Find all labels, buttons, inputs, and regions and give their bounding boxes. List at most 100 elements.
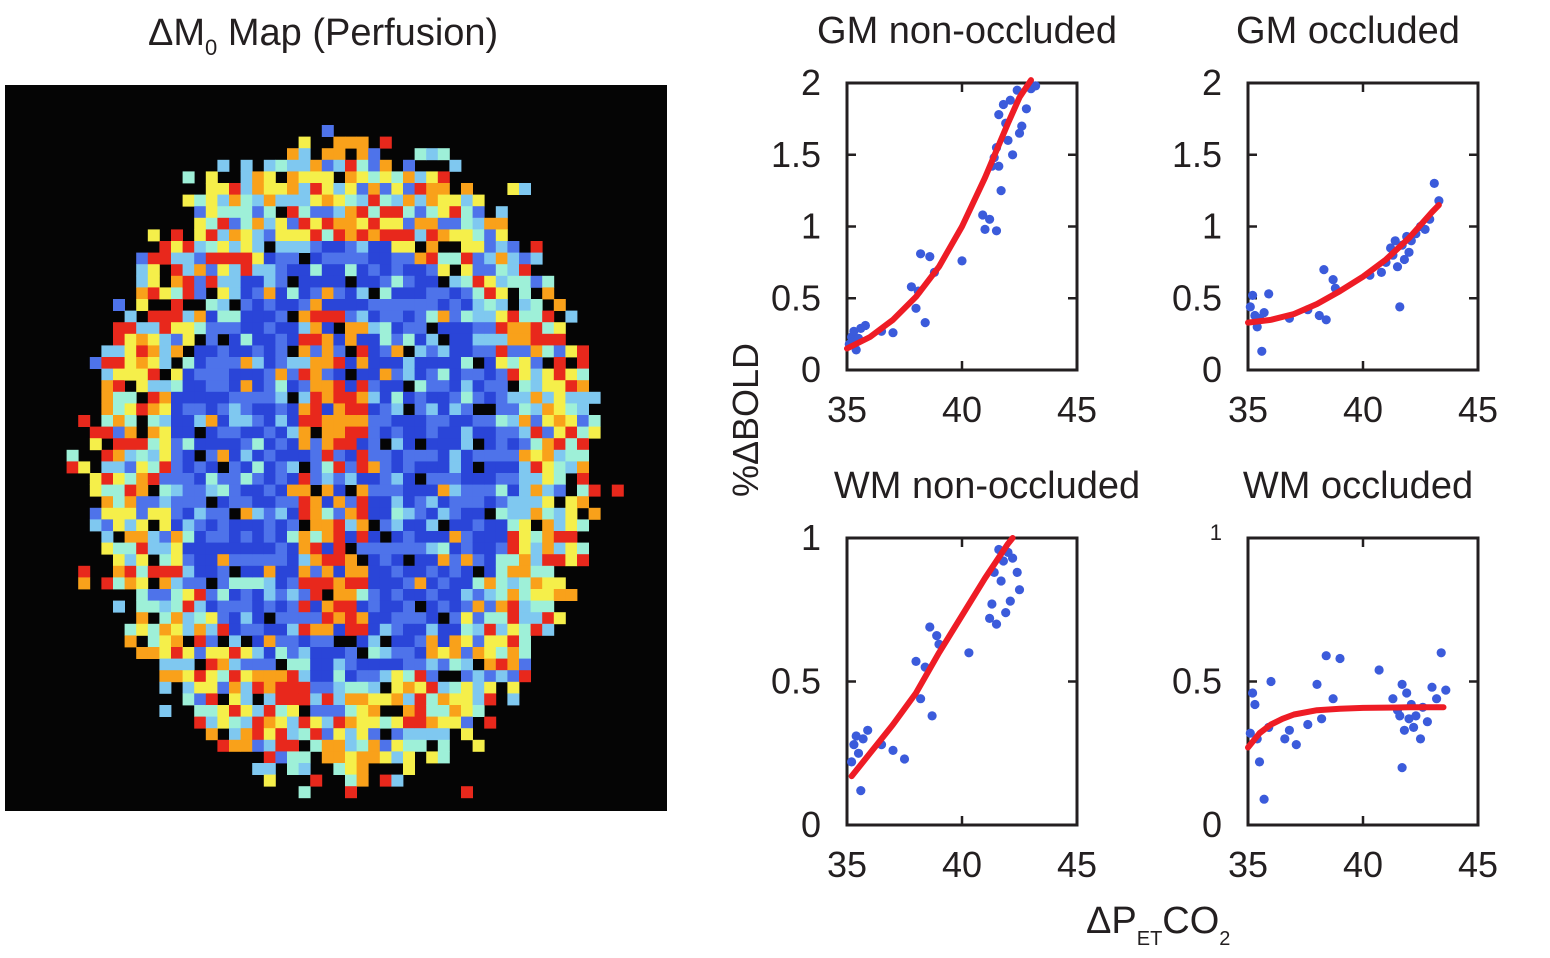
map-pixel: [113, 357, 125, 369]
map-pixel: [356, 693, 369, 706]
data-point: [1248, 688, 1258, 698]
map-pixel: [345, 264, 357, 277]
map-pixel: [403, 322, 415, 335]
map-pixel: [171, 565, 183, 578]
map-pixel: [484, 484, 497, 497]
map-pixel: [240, 403, 253, 416]
map-pixel: [391, 287, 404, 300]
map-pixel: [217, 716, 230, 729]
map-pixel: [321, 287, 334, 300]
map-pixel: [136, 473, 149, 485]
map-pixel: [414, 345, 427, 358]
map-pixel: [403, 299, 415, 311]
map-title: ΔM0 Map (Perfusion): [148, 12, 498, 60]
map-pixel: [368, 565, 381, 578]
map-pixel: [437, 531, 450, 543]
map-pixel: [507, 264, 520, 277]
map-pixel: [263, 333, 276, 346]
data-point: [1374, 665, 1384, 675]
map-pixel: [333, 670, 346, 683]
data-point: [851, 731, 861, 741]
map-pixel: [101, 577, 114, 590]
map-pixel: [426, 206, 439, 219]
map-pixel: [298, 322, 311, 335]
map-pixel: [403, 461, 415, 474]
map-pixel: [252, 554, 265, 567]
map-pixel: [542, 287, 555, 300]
map-pixel: [275, 728, 288, 741]
map-pixel: [252, 183, 265, 195]
map-pixel: [136, 484, 149, 497]
map-pixel: [345, 670, 357, 683]
map-pixel: [113, 554, 125, 567]
map-pixel: [205, 171, 218, 184]
map-pixel: [287, 148, 299, 161]
map-pixel: [136, 461, 149, 474]
map-pixel: [542, 600, 555, 613]
data-point: [1427, 682, 1437, 692]
data-point: [1434, 196, 1444, 206]
map-pixel: [194, 473, 207, 485]
map-pixel: [356, 565, 369, 578]
data-point: [1415, 734, 1426, 744]
map-pixel: [403, 647, 415, 659]
map-pixel: [391, 194, 404, 207]
map-pixel: [495, 531, 508, 543]
map-pixel: [240, 589, 253, 601]
map-pixel: [310, 299, 323, 311]
map-pixel: [426, 670, 439, 683]
map-pixel: [379, 589, 392, 601]
map-pixel: [437, 623, 450, 636]
map-pixel: [345, 217, 357, 230]
map-pixel: [519, 252, 531, 265]
map-pixel: [333, 357, 346, 369]
map-pixel: [147, 403, 160, 416]
x-tick-label: 45: [1057, 844, 1097, 885]
map-pixel: [252, 252, 265, 265]
map-pixel: [78, 577, 91, 590]
map-pixel: [333, 751, 346, 764]
data-point: [980, 224, 990, 234]
map-pixel: [495, 473, 508, 485]
map-pixel: [345, 206, 357, 219]
map-pixel: [159, 333, 172, 346]
map-pixel: [461, 310, 473, 323]
map-pixel: [275, 612, 288, 625]
map-pixel: [298, 565, 311, 578]
map-pixel: [519, 310, 531, 323]
map-pixel: [391, 310, 404, 323]
map-pixel: [171, 380, 183, 393]
map-pixel: [553, 577, 566, 590]
y-tick-label: 1: [1202, 206, 1222, 247]
map-pixel: [368, 415, 381, 427]
map-pixel: [240, 658, 253, 671]
map-pixel: [182, 264, 195, 277]
map-pixel: [403, 368, 415, 381]
map-pixel: [217, 554, 230, 567]
map-pixel: [217, 600, 230, 613]
map-pixel: [321, 658, 334, 671]
map-pixel: [507, 461, 520, 474]
map-pixel: [484, 415, 497, 427]
map-pixel: [194, 542, 207, 555]
map-pixel: [287, 461, 299, 474]
map-pixel: [333, 136, 346, 149]
map-pixel: [113, 600, 125, 613]
map-pixel: [147, 310, 160, 323]
map-pixel: [484, 565, 497, 578]
map-pixel: [403, 159, 415, 172]
map-pixel: [89, 484, 102, 497]
map-pixel: [217, 577, 230, 590]
map-pixel: [298, 159, 311, 172]
fit-curve: [1245, 704, 1447, 751]
map-pixel: [356, 484, 369, 497]
data-point: [858, 734, 868, 744]
map-pixel: [263, 449, 276, 462]
map-pixel: [321, 217, 334, 230]
map-pixel: [449, 577, 462, 590]
map-pixel: [519, 612, 531, 625]
map-pixel: [437, 426, 450, 439]
map-pixel: [519, 299, 531, 311]
map-pixel: [530, 461, 543, 474]
map-pixel: [217, 426, 230, 439]
